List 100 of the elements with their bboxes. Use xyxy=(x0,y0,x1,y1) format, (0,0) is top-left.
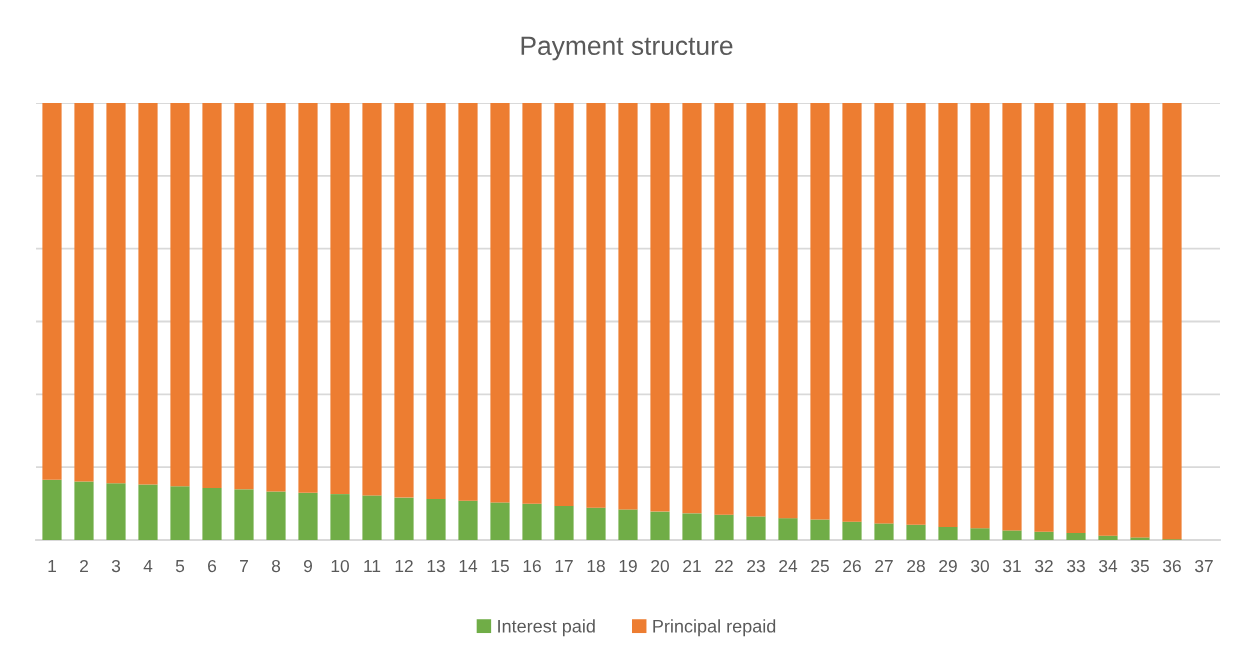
bar xyxy=(74,481,94,540)
bar xyxy=(266,491,286,540)
bar xyxy=(394,497,414,540)
bar xyxy=(1066,533,1086,540)
bar xyxy=(522,503,542,540)
bar xyxy=(874,103,894,524)
x-tick-label: 11 xyxy=(364,560,381,573)
x-tick-label: 13 xyxy=(427,559,445,573)
x-tick-label: 2 xyxy=(80,559,88,573)
legend-label: Principal repaid xyxy=(653,619,776,637)
bar xyxy=(714,514,734,540)
bar xyxy=(1034,103,1054,532)
bar xyxy=(74,103,94,482)
bar xyxy=(746,516,766,540)
bar xyxy=(234,103,254,490)
bar xyxy=(842,521,862,540)
x-tick-label: 18 xyxy=(587,559,605,573)
bar xyxy=(362,103,382,496)
bar xyxy=(1002,103,1022,531)
bar xyxy=(1098,535,1118,540)
x-tick-label: 8 xyxy=(271,559,281,573)
bar xyxy=(1130,537,1150,540)
bar xyxy=(394,103,414,498)
bar xyxy=(586,507,606,540)
bar xyxy=(458,500,478,540)
bar xyxy=(778,518,798,540)
x-tick-label: 3 xyxy=(111,559,121,573)
bar xyxy=(842,103,862,522)
x-tick-label: 10 xyxy=(331,559,349,573)
bar xyxy=(778,103,798,519)
x-tick-label: 36 xyxy=(1163,559,1181,573)
bar xyxy=(490,502,510,540)
bar xyxy=(1162,103,1182,540)
bar xyxy=(1130,103,1150,538)
x-tick-label: 34 xyxy=(1099,559,1118,573)
bar xyxy=(618,509,638,540)
bar xyxy=(170,103,190,487)
bar xyxy=(810,519,830,540)
bar xyxy=(554,505,574,540)
bar xyxy=(874,523,894,540)
x-tick-label: 31 xyxy=(1003,559,1021,573)
bar xyxy=(202,488,222,540)
bar xyxy=(106,483,126,540)
bar xyxy=(266,103,286,492)
bar xyxy=(138,484,158,540)
bar xyxy=(650,511,670,540)
bar xyxy=(426,498,446,540)
x-tick-label: 27 xyxy=(875,559,893,573)
bar xyxy=(618,103,638,510)
x-tick-label: 9 xyxy=(303,559,313,573)
bar xyxy=(714,103,734,515)
x-tick-label: 19 xyxy=(619,559,637,573)
bar xyxy=(682,103,702,514)
bar xyxy=(42,103,62,480)
x-tick-label: 35 xyxy=(1131,559,1149,573)
bar xyxy=(970,103,990,529)
x-tick-label: 23 xyxy=(747,559,765,573)
bar xyxy=(234,489,254,540)
x-tick-label: 17 xyxy=(555,560,573,573)
bar xyxy=(458,103,478,501)
bar xyxy=(426,103,446,499)
x-tick-label: 37 xyxy=(1195,559,1213,573)
bar xyxy=(330,494,350,540)
chart-title: Payment structure xyxy=(521,36,733,61)
bar xyxy=(810,103,830,520)
x-tick-label: 25 xyxy=(811,559,829,573)
x-tick-label: 7 xyxy=(240,560,248,573)
bar xyxy=(330,103,350,495)
x-tick-label: 21 xyxy=(683,559,701,573)
x-tick-label: 1 xyxy=(48,560,56,573)
x-tick-label: 30 xyxy=(971,559,989,573)
bar xyxy=(42,479,62,540)
x-tick-label: 32 xyxy=(1035,559,1053,573)
bar xyxy=(106,103,126,484)
bar xyxy=(906,524,926,540)
bar xyxy=(906,103,926,525)
bar xyxy=(746,103,766,517)
bar xyxy=(522,103,542,504)
bar xyxy=(138,103,158,485)
x-tick-label: 24 xyxy=(779,559,798,573)
bar xyxy=(938,103,958,527)
x-tick-label: 15 xyxy=(491,560,509,573)
x-tick-label: 12 xyxy=(395,559,413,573)
bar xyxy=(1098,103,1118,536)
x-tick-label: 16 xyxy=(523,559,541,573)
x-tick-label: 4 xyxy=(143,560,153,573)
x-tick-label: 22 xyxy=(715,559,733,573)
bar xyxy=(362,495,382,540)
bar xyxy=(970,528,990,540)
x-tick-label: 29 xyxy=(939,559,957,573)
bar xyxy=(1034,531,1054,540)
bar xyxy=(298,103,318,493)
bar xyxy=(554,103,574,506)
bar xyxy=(650,103,670,512)
legend-label: Interest paid xyxy=(498,619,595,637)
bar xyxy=(1002,530,1022,540)
bar xyxy=(586,103,606,508)
bar xyxy=(1066,103,1086,534)
x-tick-label: 14 xyxy=(459,560,478,573)
x-tick-label: 33 xyxy=(1067,559,1085,573)
